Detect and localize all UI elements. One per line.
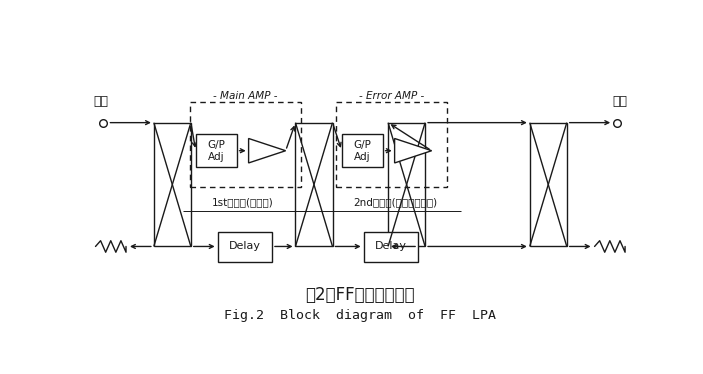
- Bar: [217, 232, 272, 262]
- Bar: [154, 123, 191, 246]
- Text: G/P
Adj: G/P Adj: [207, 140, 225, 162]
- Bar: [363, 232, 418, 262]
- Text: 1stループ(歪抽出): 1stループ(歪抽出): [212, 197, 274, 207]
- Bar: [190, 102, 302, 187]
- Polygon shape: [249, 138, 285, 163]
- Text: 2ndループ(歪キャンセル): 2ndループ(歪キャンセル): [354, 197, 438, 207]
- Bar: [295, 123, 333, 246]
- Text: - Error AMP -: - Error AMP -: [359, 91, 424, 101]
- Polygon shape: [394, 138, 432, 163]
- Text: Delay: Delay: [375, 242, 407, 251]
- Text: 出力: 出力: [613, 95, 628, 108]
- Bar: [388, 123, 425, 246]
- Bar: [195, 134, 237, 167]
- Text: 図2　FF方式の原理図: 図2 FF方式の原理図: [306, 286, 415, 304]
- Text: Fig.2  Block  diagram  of  FF  LPA: Fig.2 Block diagram of FF LPA: [224, 309, 496, 322]
- Bar: [342, 134, 382, 167]
- Text: 入力: 入力: [93, 95, 108, 108]
- Text: G/P
Adj: G/P Adj: [353, 140, 371, 162]
- Text: Delay: Delay: [228, 242, 261, 251]
- Text: - Main AMP -: - Main AMP -: [213, 91, 278, 101]
- Bar: [530, 123, 567, 246]
- Bar: [336, 102, 448, 187]
